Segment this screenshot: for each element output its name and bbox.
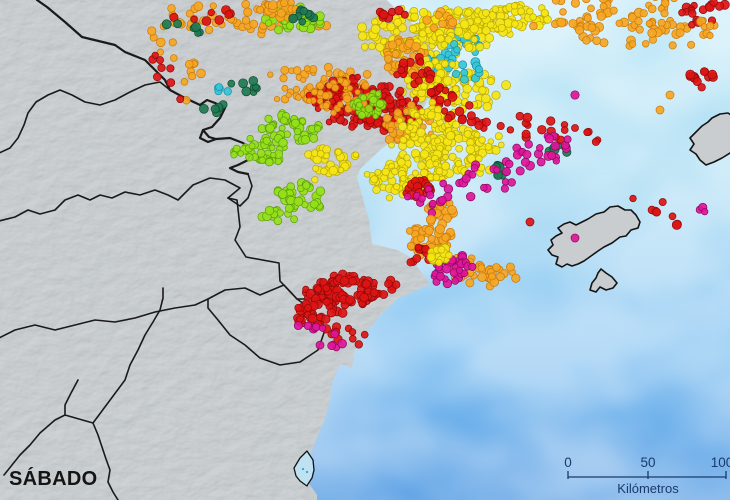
svg-text:100: 100 [711, 455, 730, 470]
svg-text:SÁBADO: SÁBADO [9, 467, 97, 490]
svg-text:Kilómetros: Kilómetros [617, 481, 679, 496]
svg-text:50: 50 [640, 455, 655, 470]
svg-text:0: 0 [564, 455, 572, 470]
